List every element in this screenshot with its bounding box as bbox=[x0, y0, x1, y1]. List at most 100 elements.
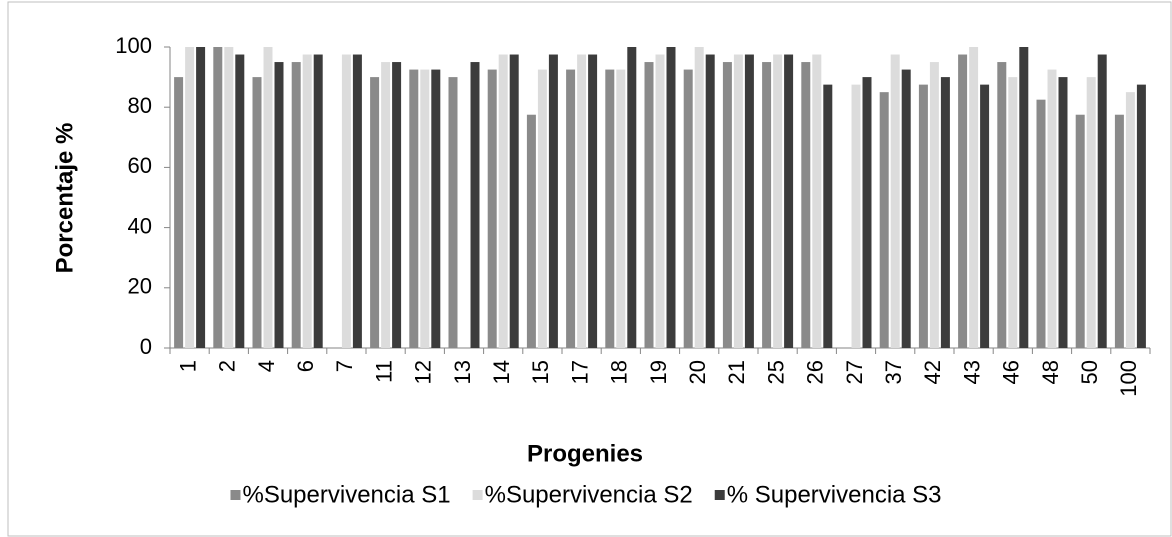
bar bbox=[812, 54, 822, 349]
bar bbox=[577, 54, 587, 349]
bar bbox=[1097, 54, 1107, 349]
bar bbox=[526, 114, 536, 348]
bar bbox=[381, 62, 391, 349]
bar bbox=[174, 77, 184, 348]
bar bbox=[958, 54, 968, 349]
bar bbox=[616, 69, 626, 348]
bar bbox=[392, 62, 402, 349]
bar bbox=[409, 69, 419, 348]
y-tick-label: 40 bbox=[128, 213, 152, 238]
bar bbox=[655, 54, 665, 349]
x-tick-label: 46 bbox=[999, 360, 1024, 384]
bar bbox=[997, 62, 1007, 349]
legend-marker bbox=[230, 490, 241, 500]
bar bbox=[1058, 77, 1068, 348]
bar bbox=[627, 47, 637, 348]
bar bbox=[313, 54, 323, 349]
bar bbox=[862, 77, 872, 348]
bar bbox=[420, 69, 430, 348]
x-tick-label: 50 bbox=[1077, 360, 1102, 384]
bar bbox=[722, 62, 732, 349]
chart-border bbox=[7, 1, 1172, 537]
bar bbox=[1036, 99, 1046, 348]
x-tick-label: 42 bbox=[920, 360, 945, 384]
y-tick-label: 0 bbox=[140, 334, 152, 359]
x-tick-label: 37 bbox=[881, 360, 906, 384]
y-tick-label: 80 bbox=[128, 93, 152, 118]
bar bbox=[588, 54, 598, 349]
y-tick-label: 20 bbox=[128, 274, 152, 299]
x-tick-label: 15 bbox=[528, 360, 553, 384]
bar bbox=[291, 62, 301, 349]
bar bbox=[498, 54, 508, 349]
x-tick-label: 2 bbox=[215, 360, 240, 372]
bar bbox=[470, 62, 480, 349]
bar bbox=[1125, 92, 1135, 349]
bar bbox=[185, 47, 195, 348]
bar bbox=[694, 47, 704, 348]
bar bbox=[1136, 84, 1146, 348]
x-tick-label: 18 bbox=[607, 360, 632, 384]
bar bbox=[744, 54, 754, 349]
bar bbox=[683, 69, 693, 348]
x-tick-label: 19 bbox=[646, 360, 671, 384]
bar bbox=[1008, 77, 1018, 348]
bar bbox=[1086, 77, 1096, 348]
bar bbox=[666, 47, 676, 348]
legend-marker bbox=[714, 490, 725, 500]
bar bbox=[224, 47, 234, 348]
y-tick-label: 60 bbox=[128, 153, 152, 178]
bar bbox=[918, 84, 928, 348]
bar bbox=[1114, 114, 1124, 348]
bar bbox=[431, 69, 441, 348]
bar bbox=[773, 54, 783, 349]
bar bbox=[274, 62, 284, 349]
bar bbox=[548, 54, 558, 349]
x-tick-label: 27 bbox=[842, 360, 867, 384]
bar bbox=[487, 69, 497, 348]
legend-marker bbox=[472, 490, 483, 500]
x-tick-label: 4 bbox=[254, 360, 279, 372]
legend-label: % Supervivencia S3 bbox=[727, 481, 942, 508]
x-tick-label: 17 bbox=[567, 360, 592, 384]
x-tick-label: 43 bbox=[959, 360, 984, 384]
bar bbox=[940, 77, 950, 348]
x-tick-label: 14 bbox=[489, 360, 514, 384]
x-tick-label: 21 bbox=[724, 360, 749, 384]
bar bbox=[352, 54, 362, 349]
x-tick-label: 12 bbox=[411, 360, 436, 384]
legend-label: %Supervivencia S1 bbox=[242, 481, 450, 508]
bar bbox=[448, 77, 458, 348]
bar bbox=[196, 47, 206, 348]
bar bbox=[341, 54, 351, 349]
bar bbox=[1047, 69, 1057, 348]
bar bbox=[929, 62, 939, 349]
y-tick-label: 100 bbox=[115, 33, 152, 58]
bar bbox=[537, 69, 547, 348]
bar bbox=[252, 77, 262, 348]
bar bbox=[901, 69, 911, 348]
bar bbox=[705, 54, 715, 349]
x-tick-label: 20 bbox=[685, 360, 710, 384]
bar bbox=[851, 84, 861, 348]
x-tick-label: 100 bbox=[1116, 360, 1141, 397]
x-tick-label: 13 bbox=[450, 360, 475, 384]
bar bbox=[263, 47, 273, 348]
bar bbox=[879, 92, 889, 349]
x-tick-label: 48 bbox=[1038, 360, 1063, 384]
bar bbox=[1075, 114, 1085, 348]
x-tick-label: 11 bbox=[371, 360, 396, 383]
bar bbox=[969, 47, 979, 348]
legend-label: %Supervivencia S2 bbox=[485, 481, 693, 508]
bar bbox=[980, 84, 990, 348]
bar bbox=[370, 77, 380, 348]
bar bbox=[890, 54, 900, 349]
bar bbox=[762, 62, 772, 349]
bar bbox=[801, 62, 811, 349]
x-axis-title: Progenies bbox=[527, 440, 643, 467]
bar bbox=[566, 69, 576, 348]
bar bbox=[784, 54, 794, 349]
x-tick-label: 26 bbox=[803, 360, 828, 384]
y-axis-title: Porcentaje % bbox=[51, 123, 78, 274]
